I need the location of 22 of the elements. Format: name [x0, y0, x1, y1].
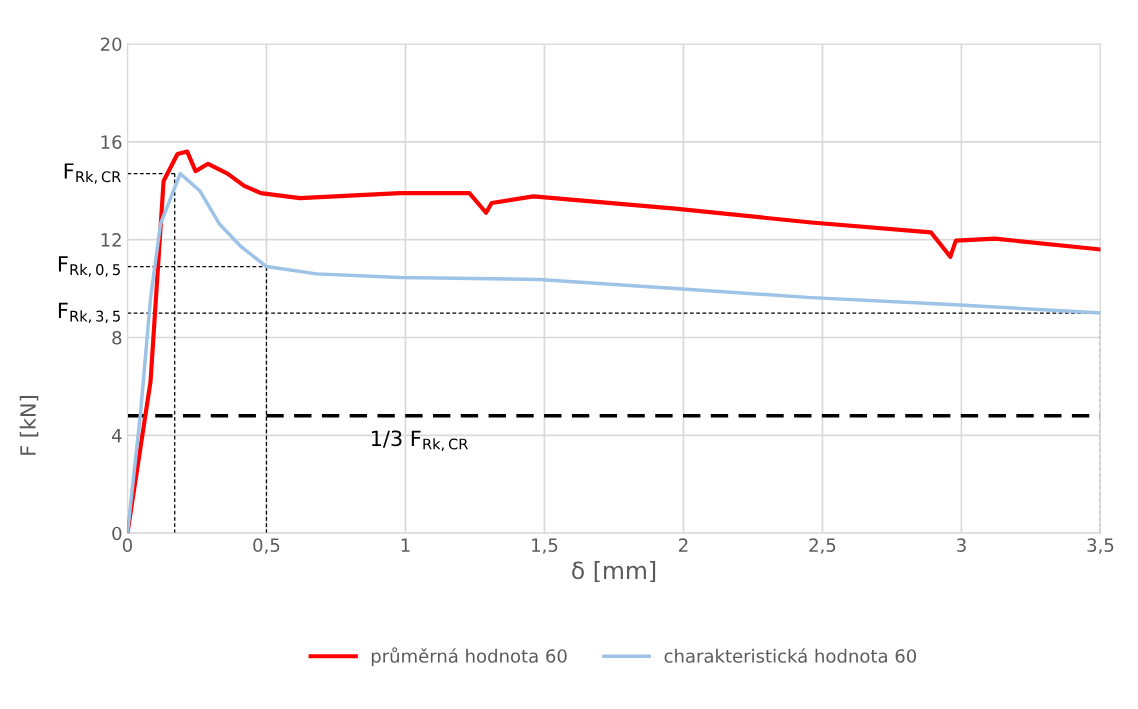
y-tick-label: 16	[101, 135, 122, 149]
ref-line-label: F$_{Rk,CR}$	[64, 163, 121, 184]
x-tick-label: 1,5	[532, 538, 558, 554]
x-tick-label: 0,5	[253, 538, 280, 554]
y-tick-label: 0	[112, 526, 122, 541]
ref-line-label: F$_{Rk,0,5}$	[58, 256, 120, 277]
y-axis-title: F [kN]	[19, 396, 39, 455]
x-tick-label: 3,5	[1087, 538, 1114, 554]
ref-line-label: F$_{Rk,3,5}$	[58, 302, 120, 324]
x-tick-label: 2	[679, 538, 688, 552]
y-tick-label: 12	[101, 233, 121, 247]
y-tick-label: 4	[111, 429, 122, 443]
ref-line-label: 1/3 F$_{Rk,CR}$	[371, 430, 468, 452]
x-tick-label: 1	[401, 538, 410, 552]
x-tick-label: 2,5	[809, 538, 836, 554]
legend-label: průměrná hodnota 60	[371, 647, 567, 667]
x-tick-label: 3	[957, 538, 966, 553]
y-tick-label: 20	[100, 37, 122, 52]
x-tick-label: 0	[122, 538, 132, 553]
legend-label: charakteristická hodnota 60	[664, 648, 917, 663]
y-tick-label: 8	[112, 330, 122, 345]
x-axis-title: δ [mm]	[572, 561, 656, 583]
